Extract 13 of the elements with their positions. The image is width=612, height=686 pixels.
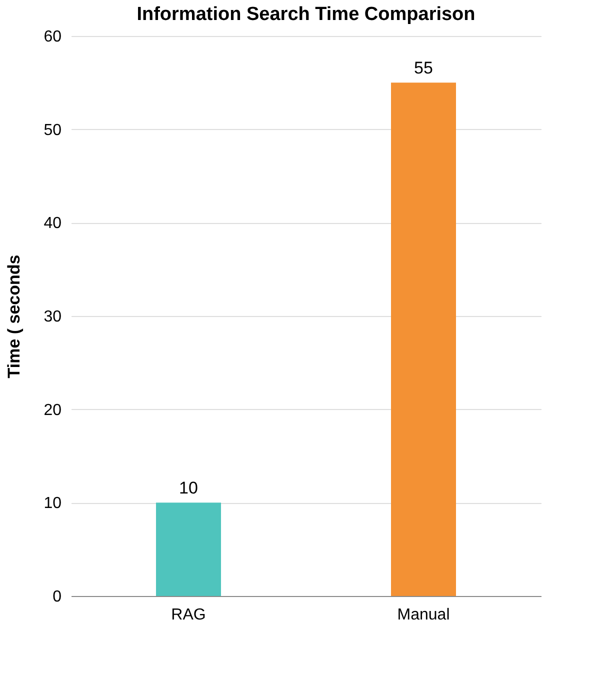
y-tick-label: 60 [44, 28, 62, 46]
y-tick-label: 10 [44, 495, 62, 512]
x-tick-label: Manual [397, 606, 450, 624]
chart-title: Information Search Time Comparison [136, 4, 476, 25]
y-tick-label: 0 [52, 588, 62, 606]
y-tick-label: 30 [44, 308, 62, 326]
x-tick-label: RAG [171, 606, 206, 624]
data-label: 10 [179, 478, 198, 498]
y-axis-title: Time ( seconds [4, 254, 24, 378]
y-tick-label: 50 [44, 122, 62, 139]
y-tick-label: 40 [44, 215, 62, 232]
data-label: 55 [414, 58, 433, 78]
y-tick-label: 20 [44, 402, 62, 419]
